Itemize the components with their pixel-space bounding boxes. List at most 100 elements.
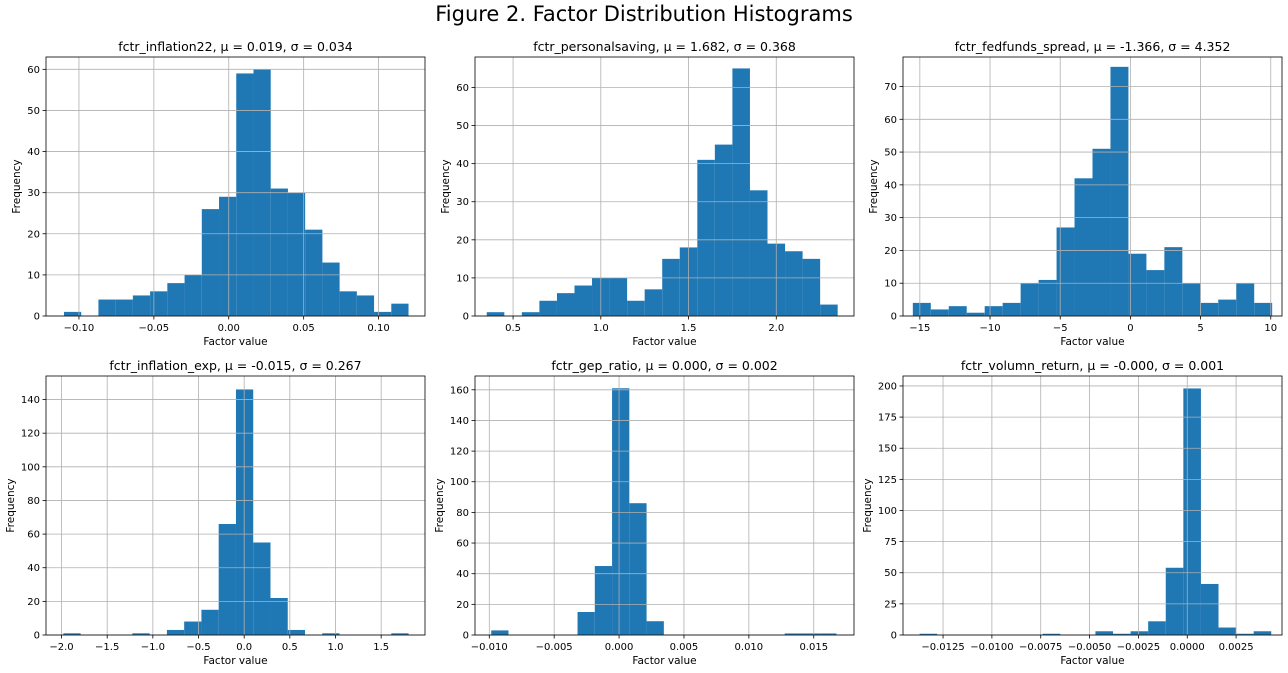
y-tick-label: 140: [21, 395, 40, 406]
y-tick-label: 100: [21, 462, 40, 473]
y-tick-label: 50: [884, 148, 897, 159]
panel-title: fctr_personalsaving, μ = 1.682, σ = 0.36…: [533, 39, 796, 54]
histogram-bar: [1148, 621, 1166, 635]
x-tick-label: 0.10: [367, 323, 389, 334]
y-axis-label: Frequency: [862, 478, 874, 532]
histogram-panel-3: −15 −10 −5 0 5 10 0 10 20 30 40 50 60 70 fctr_fedfunds…: [868, 39, 1283, 348]
panel-title: fctr_inflation_exp, μ = -0.015, σ = 0.26…: [109, 358, 361, 373]
y-tick-label: 150: [878, 444, 897, 455]
y-tick-label: 40: [27, 147, 40, 158]
y-tick-label: 0: [463, 631, 469, 642]
y-tick-label: 30: [27, 188, 40, 199]
x-tick-label: 0.000: [605, 642, 634, 653]
histogram-bar: [115, 299, 133, 316]
histogram-bar: [219, 196, 237, 316]
histogram-bar: [1110, 66, 1129, 316]
histogram-bar: [662, 258, 680, 316]
x-tick-label: 5: [1197, 323, 1203, 334]
x-tick-label: −0.5: [186, 642, 210, 653]
y-axis-label: Frequency: [440, 159, 452, 213]
panel-title: fctr_gep_ratio, μ = 0.000, σ = 0.002: [551, 358, 777, 373]
x-tick-label: 0.015: [799, 642, 828, 653]
histogram-panel-2: 0.5 1.0 1.5 2.0 0 10 20 30 40 50 60 fctr_personalsa…: [440, 39, 855, 348]
y-tick-label: 60: [456, 83, 469, 94]
y-tick-label: 120: [21, 429, 40, 440]
histogram-bar: [491, 630, 509, 635]
histogram-bar: [184, 621, 202, 635]
histogram-bar: [270, 188, 288, 316]
histogram-bar: [1183, 388, 1201, 635]
histogram-bar: [644, 289, 663, 316]
histogram-bar: [166, 629, 185, 635]
y-tick-label: 20: [884, 246, 897, 257]
histogram-bar: [1200, 302, 1219, 316]
x-tick-label: −2.0: [49, 642, 73, 653]
x-tick-label: 0.0000: [1170, 642, 1205, 653]
x-tick-label: −10: [979, 323, 1000, 334]
histogram-bar: [577, 612, 595, 635]
histogram-bar: [802, 258, 821, 316]
y-tick-label: 50: [456, 121, 469, 132]
y-tick-label: 30: [456, 197, 469, 208]
y-axis-label: Frequency: [868, 159, 880, 213]
y-tick-label: 100: [878, 506, 897, 517]
histogram-bar: [1182, 283, 1201, 316]
histogram-panel-6: −0.0125 −0.0100 −0.0075 −0.0050 −0.0025 0.000…: [862, 358, 1283, 667]
y-tick-label: 20: [456, 235, 469, 246]
histogram-bar: [966, 312, 985, 316]
x-axis-label: Factor value: [632, 655, 696, 667]
histogram-bar: [1038, 279, 1057, 316]
panel-title: fctr_volumn_return, μ = -0.000, σ = 0.00…: [961, 358, 1224, 373]
histogram-bar: [374, 311, 392, 316]
histogram-bar: [218, 524, 236, 635]
histogram-bar: [612, 388, 630, 635]
histogram-bar: [697, 159, 715, 316]
y-tick-label: 120: [450, 447, 469, 458]
histogram-bar: [253, 542, 271, 635]
histogram-bar: [132, 295, 151, 316]
x-axis-label: Factor value: [203, 336, 267, 348]
histogram-bar: [784, 633, 802, 635]
histogram-bar: [235, 389, 254, 635]
y-tick-label: 200: [878, 381, 897, 392]
x-tick-label: 0.010: [735, 642, 764, 653]
histogram-bar: [1113, 633, 1131, 635]
y-tick-label: 80: [27, 496, 40, 507]
y-axis-label: Frequency: [434, 478, 446, 532]
y-tick-label: 0: [34, 312, 40, 323]
x-tick-label: 2.0: [768, 323, 784, 334]
histogram-bar: [98, 299, 116, 316]
y-tick-label: 40: [884, 180, 897, 191]
histogram-bar: [919, 633, 938, 635]
x-tick-label: 0.05: [293, 323, 315, 334]
y-tick-label: 60: [456, 539, 469, 550]
x-tick-label: −0.0100: [970, 642, 1013, 653]
histogram-bar: [1200, 583, 1219, 635]
histogram-bar: [287, 192, 306, 316]
x-tick-label: 1.5: [681, 323, 697, 334]
x-tick-label: −0.0075: [1019, 642, 1062, 653]
y-tick-label: 0: [891, 312, 897, 323]
y-tick-label: 125: [878, 475, 897, 486]
axes-frame: [474, 56, 855, 317]
histogram-bar: [1095, 631, 1114, 635]
histogram-panel-1: −0.10 −0.05 0.00 0.05 0.10 0 10 20 30 40 50 60 fctr_…: [11, 39, 426, 348]
histogram-bar: [629, 503, 647, 635]
x-tick-label: 0.0025: [1219, 642, 1254, 653]
histogram-bar: [1020, 283, 1039, 316]
histogram-bar: [1002, 302, 1021, 316]
histogram-panel-4: −2.0 −1.5 −1.0 −0.5 0.0 0.5 1.0 1.5 0 20 40 60 80 100…: [5, 358, 426, 667]
x-axis-label: Factor value: [203, 655, 267, 667]
y-tick-label: 140: [450, 416, 469, 427]
y-tick-label: 20: [27, 229, 40, 240]
y-axis-label: Frequency: [5, 478, 17, 532]
histogram-bar: [1165, 567, 1184, 635]
histogram-bar: [1056, 227, 1075, 316]
y-axis-label: Frequency: [11, 159, 23, 213]
histogram-bar: [732, 68, 750, 316]
y-tick-label: 60: [27, 65, 40, 76]
histogram-panel-5: −0.010 −0.005 0.000 0.005 0.010 0.015 0 20 40 60 8…: [434, 358, 855, 667]
y-tick-label: 175: [878, 413, 897, 424]
x-tick-label: 0.005: [670, 642, 699, 653]
histogram-bar: [486, 312, 505, 316]
